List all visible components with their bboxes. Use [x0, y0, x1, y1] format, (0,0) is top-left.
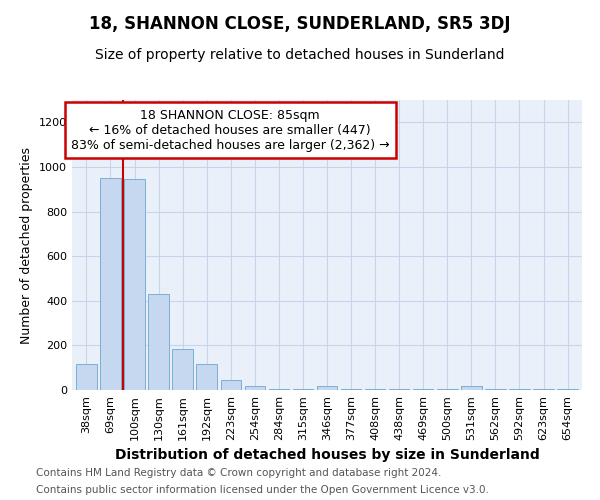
Text: 18 SHANNON CLOSE: 85sqm
← 16% of detached houses are smaller (447)
83% of semi-d: 18 SHANNON CLOSE: 85sqm ← 16% of detache…	[71, 108, 389, 152]
Text: Size of property relative to detached houses in Sunderland: Size of property relative to detached ho…	[95, 48, 505, 62]
Text: 18, SHANNON CLOSE, SUNDERLAND, SR5 3DJ: 18, SHANNON CLOSE, SUNDERLAND, SR5 3DJ	[89, 15, 511, 33]
Bar	[196, 364, 217, 390]
Bar	[100, 178, 121, 390]
Text: Contains HM Land Registry data © Crown copyright and database right 2024.: Contains HM Land Registry data © Crown c…	[36, 468, 442, 477]
Text: Contains public sector information licensed under the Open Government Licence v3: Contains public sector information licen…	[36, 485, 489, 495]
Bar	[317, 386, 337, 390]
X-axis label: Distribution of detached houses by size in Sunderland: Distribution of detached houses by size …	[115, 448, 539, 462]
Bar	[76, 364, 97, 390]
Bar	[172, 350, 193, 390]
Bar	[124, 178, 145, 390]
Bar	[221, 380, 241, 390]
Y-axis label: Number of detached properties: Number of detached properties	[20, 146, 34, 344]
Bar	[148, 294, 169, 390]
Bar	[245, 386, 265, 390]
Bar	[461, 386, 482, 390]
